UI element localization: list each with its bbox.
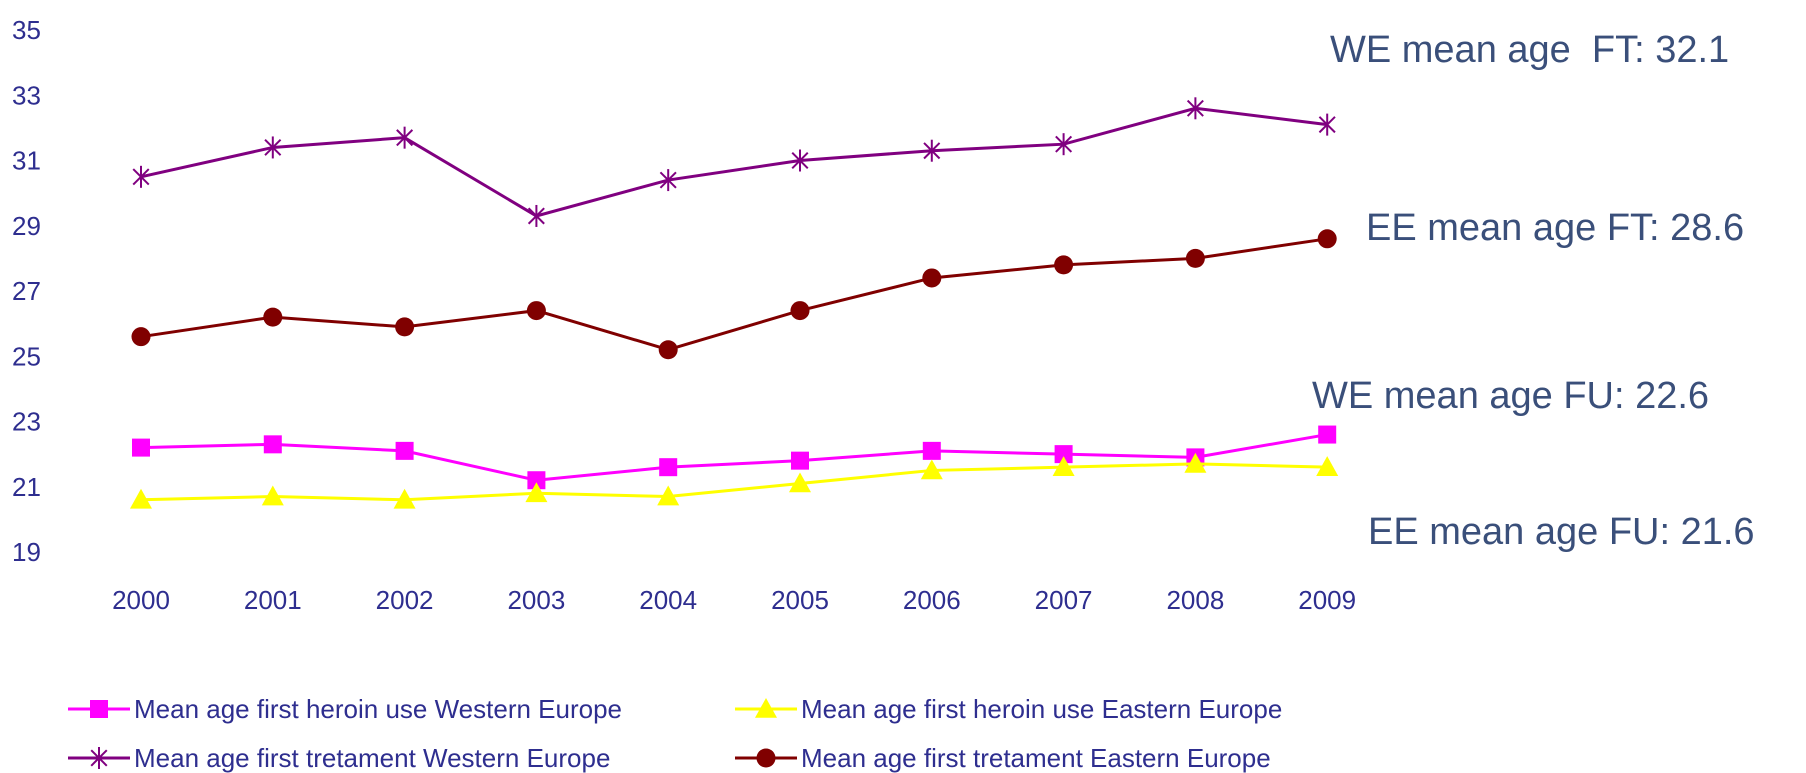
x-tick-label: 2004 — [639, 585, 697, 615]
x-tick-label: 2008 — [1166, 585, 1224, 615]
triangle-marker — [1184, 452, 1207, 473]
legend-label: Mean age first tretament Eastern Europe — [801, 743, 1271, 773]
square-marker — [263, 435, 282, 454]
circle-marker — [922, 268, 942, 288]
square-marker — [1318, 425, 1337, 444]
y-tick-label: 33 — [12, 80, 41, 110]
square-marker — [1054, 445, 1073, 464]
square-marker — [791, 451, 809, 470]
annotation-ee-ft: EE mean age FT: 28.6 — [1366, 207, 1744, 249]
series-triangle — [130, 452, 1339, 509]
triangle-marker — [789, 472, 811, 493]
circle-marker — [131, 327, 151, 347]
y-tick-label: 21 — [12, 472, 41, 502]
star-marker — [90, 747, 108, 769]
triangle-marker — [130, 488, 152, 509]
star-marker — [264, 136, 282, 159]
y-tick-label: 29 — [12, 211, 41, 241]
square-marker — [90, 700, 108, 718]
legend: Mean age first heroin use Western Europe… — [68, 694, 1282, 773]
x-tick-label: 2006 — [903, 585, 961, 615]
series-line — [140, 462, 1328, 502]
y-axis-ticks: 19 21 23 25 27 29 31 33 35 — [12, 15, 41, 567]
legend-label: Mean age first heroin use Western Europe — [134, 694, 622, 724]
annotation-we-ft: WE mean age FT: 32.1 — [1330, 29, 1729, 71]
circle-marker — [756, 748, 776, 768]
legend-label: Mean age first tretament Western Europe — [134, 743, 610, 773]
star-marker — [132, 165, 150, 188]
x-tick-label: 2003 — [507, 585, 565, 615]
circle-marker — [1185, 248, 1205, 268]
series-line — [140, 237, 1328, 352]
x-tick-label: 2005 — [771, 585, 829, 615]
legend-label: Mean age first heroin use Eastern Europe — [801, 694, 1282, 724]
square-marker — [659, 458, 678, 477]
triangle-marker — [755, 698, 777, 718]
legend-item: Mean age first heroin use Western Europe — [68, 694, 622, 724]
triangle-marker — [1316, 456, 1339, 476]
square-marker — [395, 441, 414, 460]
circle-marker — [658, 340, 678, 360]
circle-marker — [1054, 255, 1074, 275]
circle-marker — [790, 301, 810, 321]
legend-item: Mean age first tretament Eastern Europe — [735, 743, 1271, 773]
triangle-marker — [920, 459, 943, 480]
y-tick-label: 35 — [12, 15, 41, 45]
y-tick-label: 27 — [12, 276, 41, 306]
star-marker — [791, 149, 809, 172]
star-marker — [1055, 133, 1073, 156]
series-circle — [131, 229, 1337, 360]
x-tick-label: 2007 — [1035, 585, 1093, 615]
series-star — [132, 97, 1336, 227]
y-tick-label: 23 — [12, 407, 41, 437]
x-tick-label: 2009 — [1298, 585, 1356, 615]
y-tick-label: 31 — [12, 146, 41, 176]
triangle-marker — [393, 488, 416, 509]
legend-item: Mean age first heroin use Eastern Europe — [735, 694, 1282, 724]
x-axis-ticks: 2000 2001 2002 2003 2004 2005 2006 2007 2008 2009 — [112, 585, 1356, 615]
x-tick-label: 2000 — [112, 585, 170, 615]
series-line — [140, 433, 1328, 482]
star-marker — [1318, 113, 1336, 136]
triangle-marker — [657, 485, 680, 506]
series-square — [132, 425, 1337, 490]
series-line — [140, 106, 1328, 218]
x-tick-label: 2002 — [376, 585, 434, 615]
circle-marker — [263, 307, 283, 327]
x-tick-label: 2001 — [244, 585, 302, 615]
circle-marker — [1317, 229, 1337, 249]
square-marker — [527, 471, 546, 490]
legend-item: Mean age first tretament Western Europe — [68, 743, 610, 773]
star-marker — [1186, 97, 1204, 120]
star-marker — [527, 204, 545, 227]
annotation-we-fu: WE mean age FU: 22.6 — [1312, 375, 1709, 417]
y-tick-label: 19 — [12, 537, 41, 567]
circle-marker — [395, 317, 415, 337]
square-marker — [922, 441, 941, 460]
circle-marker — [526, 301, 546, 321]
triangle-marker — [1052, 456, 1075, 476]
annotation-ee-fu: EE mean age FU: 21.6 — [1368, 511, 1755, 553]
star-marker — [659, 169, 677, 192]
star-marker — [923, 139, 941, 162]
y-tick-label: 25 — [12, 341, 41, 371]
square-marker — [132, 438, 150, 457]
triangle-marker — [525, 482, 548, 503]
triangle-marker — [261, 485, 284, 506]
star-marker — [396, 126, 414, 149]
series-group — [130, 97, 1339, 509]
